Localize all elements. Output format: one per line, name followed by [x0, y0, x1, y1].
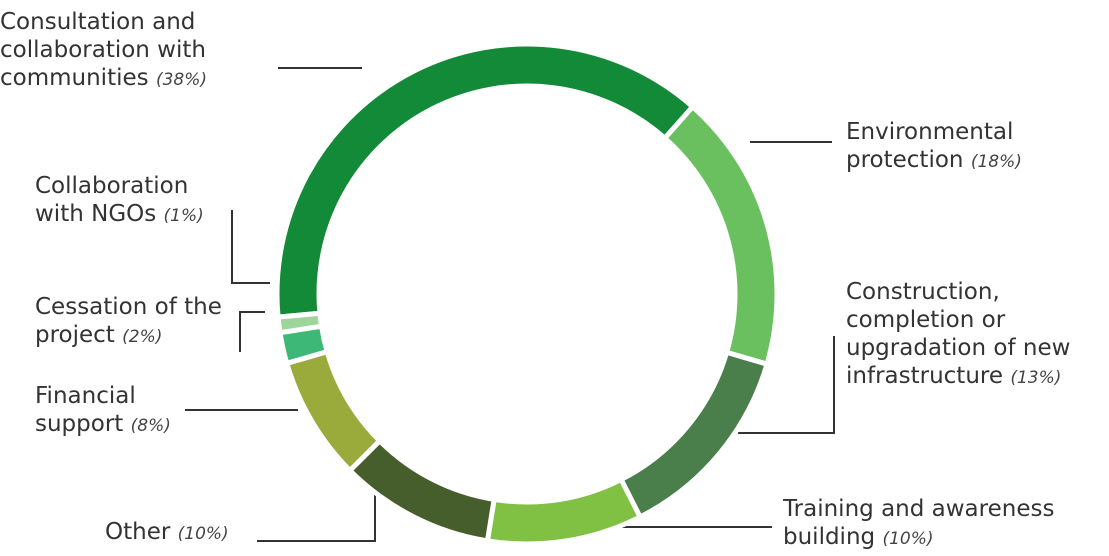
- value-label: (10%): [177, 524, 229, 544]
- label: Training and awareness building (10%): [783, 495, 1103, 553]
- value-label: (10%): [882, 529, 934, 549]
- leader-line: [738, 336, 835, 434]
- leader-line: [257, 490, 376, 542]
- value-label: (38%): [155, 70, 207, 90]
- category: Cessation of the project: [35, 294, 222, 348]
- category: Collaboration with NGOs: [35, 173, 189, 227]
- leader-line: [231, 210, 270, 284]
- leader-line: [239, 311, 265, 352]
- donut-segment: [275, 310, 325, 336]
- label: Other (10%): [105, 518, 265, 548]
- donut-segment: [346, 437, 497, 544]
- category: Financial support: [35, 383, 136, 437]
- label: Financial support (8%): [35, 382, 205, 440]
- label: Environmental protection (18%): [846, 118, 1066, 176]
- donut-segment: [661, 103, 780, 368]
- donut-segment: [283, 348, 384, 475]
- category: Other: [105, 519, 171, 545]
- value-label: (13%): [1010, 368, 1062, 388]
- label: Construction, completion or upgradation …: [846, 278, 1108, 392]
- label: Consultation and collaboration with comm…: [0, 8, 265, 94]
- label: Cessation of the project (2%): [35, 293, 235, 351]
- category: Environmental protection: [846, 119, 1014, 173]
- category: Consultation and collaboration with comm…: [0, 9, 206, 91]
- donut-segment: [617, 349, 771, 521]
- value-label: (1%): [163, 206, 204, 226]
- value-label: (8%): [130, 416, 171, 436]
- donut-segment: [274, 41, 697, 320]
- label: Collaboration with NGOs (1%): [35, 172, 225, 230]
- category: Training and awareness building: [783, 496, 1055, 550]
- category: Construction, completion or upgradation …: [846, 279, 1071, 389]
- value-label: (18%): [970, 152, 1022, 172]
- donut-segment: [484, 476, 644, 547]
- value-label: (2%): [122, 327, 163, 347]
